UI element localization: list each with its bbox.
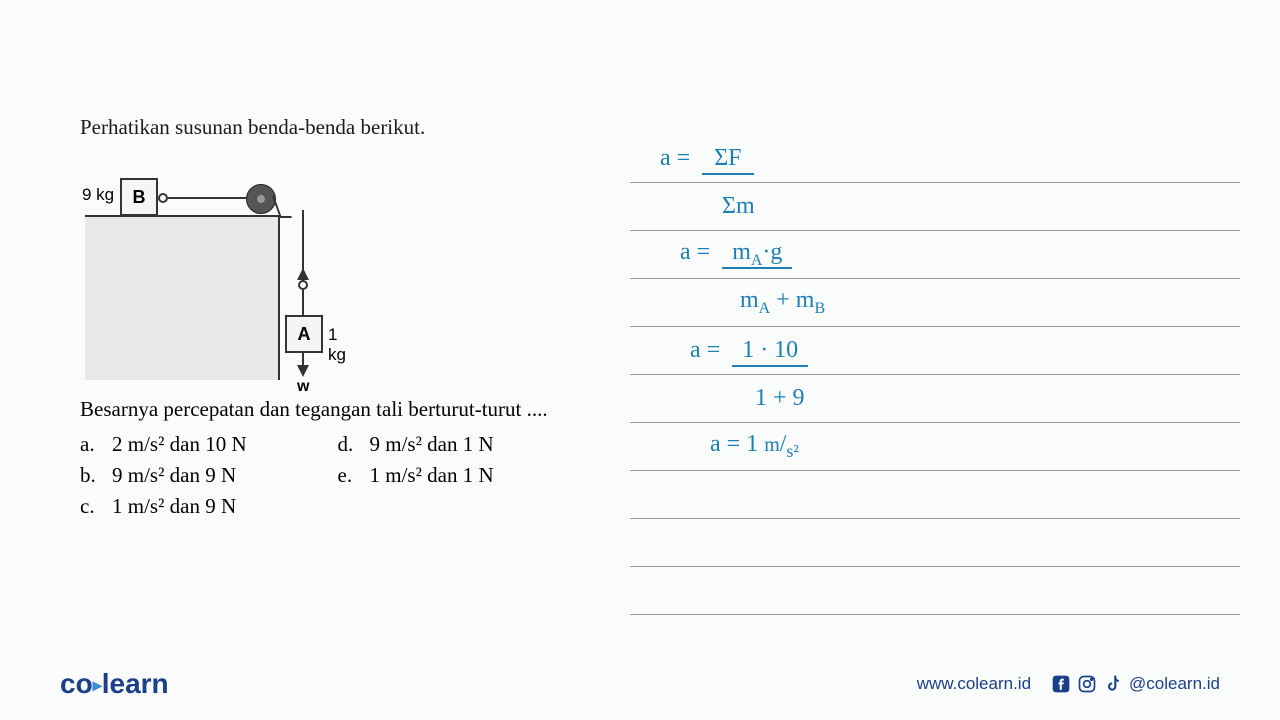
block-b: B: [120, 178, 158, 216]
footer-url: www.colearn.id: [917, 674, 1031, 694]
table-surface: [85, 215, 280, 380]
mass-b-label: 9 kg: [82, 185, 114, 205]
social-handle: @colearn.id: [1129, 674, 1220, 694]
connector-a: [298, 280, 308, 290]
tiktok-icon: [1103, 674, 1123, 694]
tension-arrow: [297, 268, 309, 280]
hw-line-1-bot: Σm: [630, 183, 1240, 231]
hw-line-empty-1: [630, 471, 1240, 519]
handwritten-solution: a = ΣF Σm a = mA·g mA + mB a = 1 · 10 1 …: [630, 135, 1240, 615]
mass-a-label: 1 kg: [328, 325, 360, 365]
weight-arrow-head: [297, 365, 309, 377]
connector-b: [158, 193, 168, 203]
footer: co▸learn www.colearn.id @colearn.id: [0, 668, 1280, 700]
hw-line-empty-2: [630, 519, 1240, 567]
hw-line-2-top: a = mA·g: [630, 231, 1240, 279]
string-horizontal: [168, 197, 253, 199]
hw-line-4: a = 1 m/s²: [630, 423, 1240, 471]
hw-line-3-bot: 1 + 9: [630, 375, 1240, 423]
question-title: Perhatikan susunan benda-benda berikut.: [80, 115, 580, 140]
string-vertical: [302, 210, 304, 320]
answer-options: a.2 m/s² dan 10 N d.9 m/s² dan 1 N b.9 m…: [80, 432, 580, 519]
option-d: d.9 m/s² dan 1 N: [338, 432, 581, 457]
hw-line-3-top: a = 1 · 10: [630, 327, 1240, 375]
instagram-icon: [1077, 674, 1097, 694]
option-e: e.1 m/s² dan 1 N: [338, 463, 581, 488]
pulley-center: [257, 195, 265, 203]
block-a: A: [285, 315, 323, 353]
hw-line-2-bot: mA + mB: [630, 279, 1240, 327]
weight-label: w: [297, 378, 309, 396]
option-b: b.9 m/s² dan 9 N: [80, 463, 323, 488]
physics-diagram: 9 kg B A 1 kg w: [80, 160, 360, 385]
hw-line-empty-3: [630, 567, 1240, 615]
hw-line-1-top: a = ΣF: [630, 135, 1240, 183]
question-panel: Perhatikan susunan benda-benda berikut. …: [80, 115, 580, 519]
question-subtext: Besarnya percepatan dan tegangan tali be…: [80, 395, 580, 424]
brand-logo: co▸learn: [60, 668, 169, 700]
footer-right: www.colearn.id @colearn.id: [917, 674, 1220, 694]
social-icons: @colearn.id: [1051, 674, 1220, 694]
option-c: c.1 m/s² dan 9 N: [80, 494, 323, 519]
facebook-icon: [1051, 674, 1071, 694]
option-a: a.2 m/s² dan 10 N: [80, 432, 323, 457]
